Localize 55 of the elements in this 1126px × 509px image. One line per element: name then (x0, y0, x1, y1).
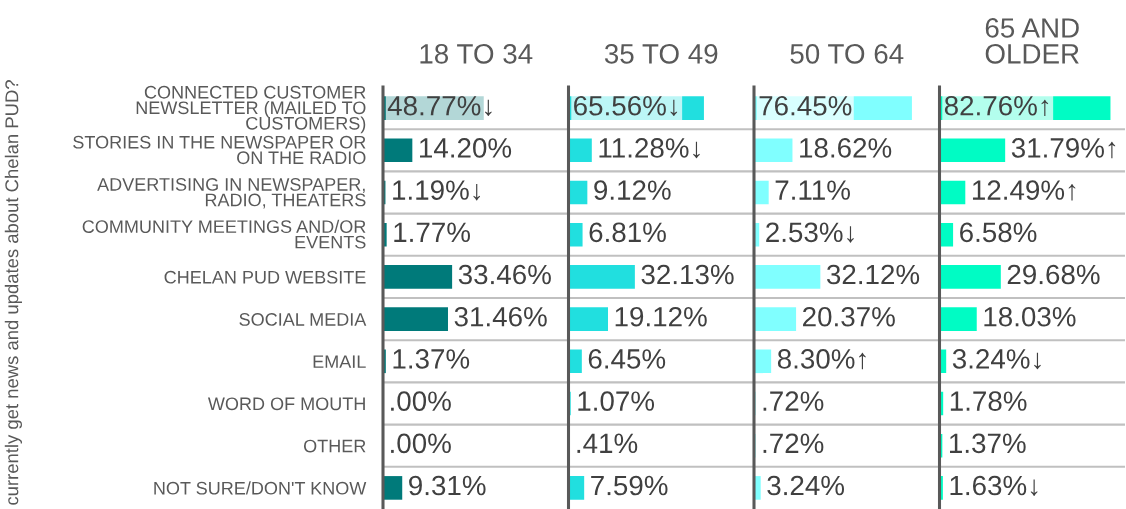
data-label: 82.76%↑ (944, 95, 1049, 117)
data-label: 1.19%↓ (393, 180, 480, 201)
data-label: 65.56%↓ (574, 95, 678, 117)
data-label: 7.59% (591, 475, 668, 496)
data-label: 1.77% (394, 222, 470, 243)
data-label: 9.12% (594, 180, 671, 200)
data-label: .00% (391, 433, 451, 454)
y-tick-label: OTHER (303, 439, 366, 453)
data-label: 1.78% (950, 391, 1027, 411)
y-tick-label: WORD OF MOUTH (207, 397, 365, 411)
y-tick-label: STORIES IN THE NEWSPAPER OR ON THE RADIO (73, 135, 366, 165)
data-label: 1.07% (578, 391, 655, 411)
data-label: .72% (763, 391, 824, 411)
data-label: 31.46% (454, 306, 547, 327)
data-label: 19.12% (615, 306, 707, 327)
data-label: 76.45% (759, 95, 852, 116)
data-label: 9.31% (409, 475, 486, 496)
data-label: 18.03% (984, 306, 1076, 327)
data-label: 6.58% (960, 222, 1037, 243)
chart-title: 35 TO 49 (604, 43, 718, 64)
data-label: .72% (763, 433, 824, 454)
chart-title: 65 AND OLDER (985, 18, 1079, 64)
data-label: 20.37% (803, 306, 895, 327)
y-tick-label: ADVERTISING IN NEWSPAPER, RADIO, THEATERS (97, 178, 366, 209)
chart-title: 18 TO 34 (420, 43, 533, 64)
y-tick-label: SOCIAL MEDIA (239, 313, 367, 326)
data-label: 3.24% (767, 475, 845, 496)
data-label: 2.53%↓ (766, 222, 854, 243)
data-label: 18.62% (800, 138, 892, 158)
data-label: 11.28%↓ (599, 138, 700, 159)
data-label: 29.68% (1007, 264, 1100, 285)
data-label: 6.81% (589, 222, 666, 243)
data-label: 6.45% (588, 349, 666, 369)
data-label: 7.11% (775, 180, 850, 200)
y-tick-label: NOT SURE/DON'T KNOW (154, 481, 367, 495)
data-label: 31.79%↑ (1011, 138, 1116, 159)
data-label: 1.37% (950, 433, 1026, 454)
data-label: 33.46% (458, 264, 551, 285)
chart-title: 50 TO 64 (790, 43, 904, 64)
data-label: 1.37% (393, 349, 470, 369)
y-tick-label: EMAIL (313, 355, 366, 368)
y-tick-label: CHELAN PUD WEBSITE (164, 270, 366, 284)
data-label: 32.12% (826, 264, 920, 285)
data-label: 1.63%↓ (950, 475, 1038, 496)
data-label: 12.49%↑ (972, 180, 1076, 201)
data-label: 3.24%↓ (952, 349, 1041, 370)
data-label: .41% (577, 433, 638, 454)
data-label: 8.30%↑ (777, 349, 866, 370)
data-label: 32.13% (641, 264, 734, 285)
y-tick-label: CONNECTED CUSTOMER NEWSLETTER (MAILED TO CUSTOMERS) (136, 85, 366, 134)
y-axis-title: currently get news and updates about Chelan PUD? (4, 80, 22, 505)
y-tick-label: COMMUNITY MEETINGS AND/OR EVENTS (82, 219, 366, 249)
data-label: 14.20% (420, 138, 512, 158)
data-label: .00% (391, 391, 451, 411)
data-label: 48.77%↓ (387, 95, 492, 117)
